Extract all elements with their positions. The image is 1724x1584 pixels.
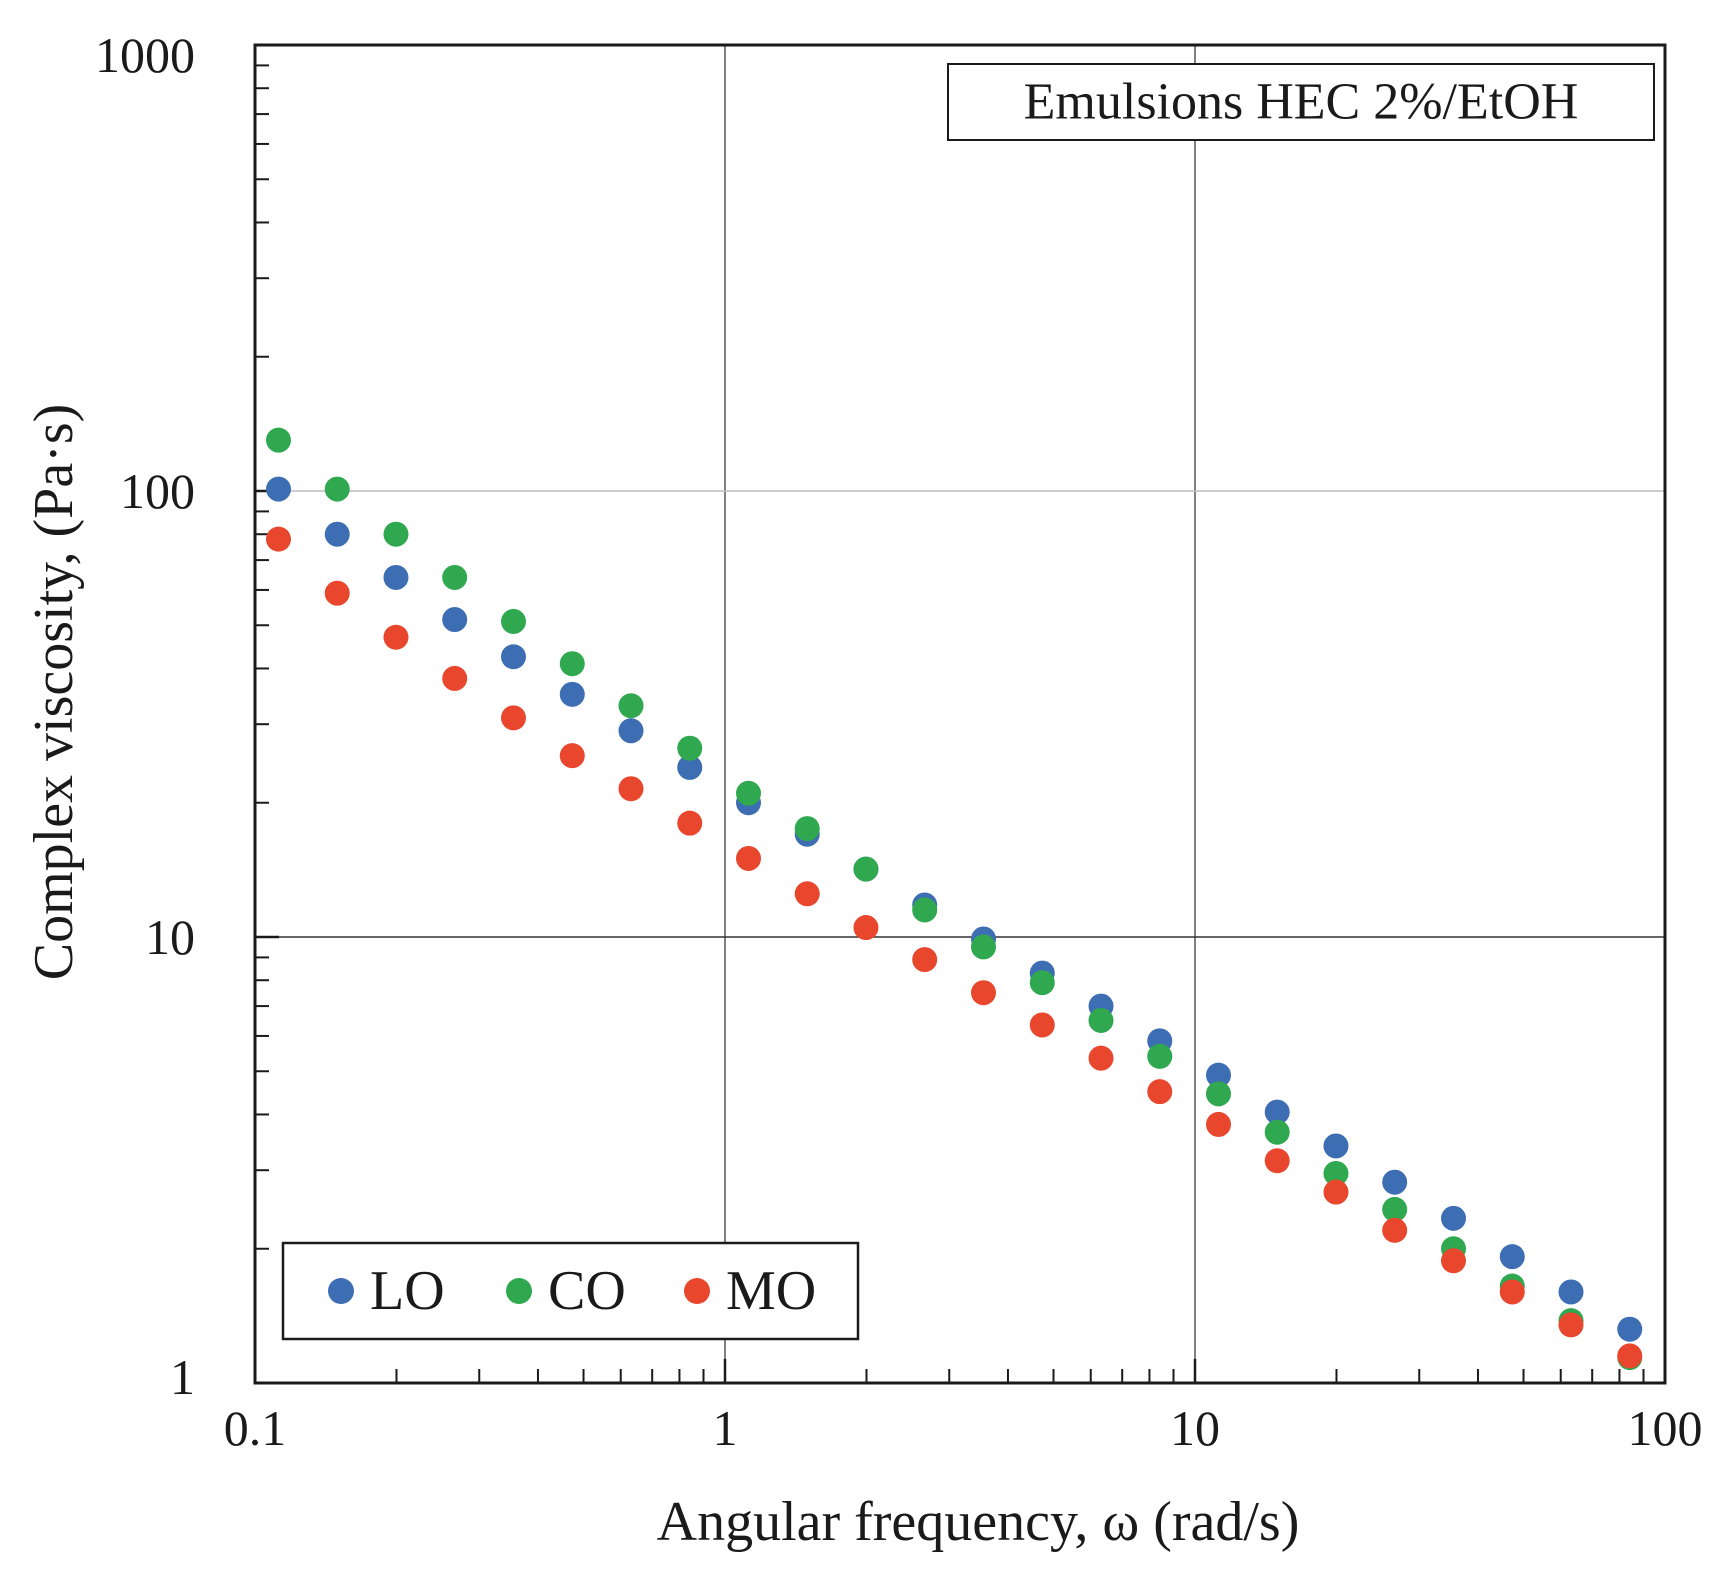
point-co	[735, 780, 761, 806]
point-mo	[383, 624, 409, 650]
point-co	[1088, 1007, 1114, 1033]
point-lo	[1382, 1169, 1408, 1195]
legend-marker-lo	[328, 1278, 354, 1304]
point-lo	[1323, 1133, 1349, 1159]
point-lo	[1499, 1244, 1525, 1270]
legend: LO CO MO	[281, 1241, 860, 1341]
point-mo	[853, 915, 879, 941]
legend-label-lo: LO	[370, 1260, 445, 1322]
point-mo	[970, 980, 996, 1006]
point-co	[324, 476, 350, 502]
point-mo	[442, 665, 468, 691]
point-mo	[265, 526, 291, 552]
point-mo	[1499, 1279, 1525, 1305]
point-co	[500, 608, 526, 634]
annotation-frame	[947, 63, 1655, 141]
point-co	[912, 897, 938, 923]
point-co	[559, 651, 585, 677]
point-mo	[1147, 1079, 1173, 1105]
point-mo	[1440, 1248, 1466, 1274]
point-mo	[1205, 1111, 1231, 1137]
y-tick-label: 10	[145, 909, 195, 965]
y-axis-title: Complex viscosity, (Pa·s)	[23, 404, 85, 981]
point-co	[1029, 970, 1055, 996]
point-co	[970, 934, 996, 960]
point-mo	[1323, 1179, 1349, 1205]
data-points	[265, 427, 1643, 1371]
plot-frame	[253, 43, 1667, 1385]
series-mo	[265, 526, 1643, 1369]
point-mo	[1088, 1045, 1114, 1071]
point-lo	[383, 564, 409, 590]
point-lo	[1558, 1279, 1584, 1305]
point-mo	[912, 947, 938, 973]
point-lo	[1264, 1099, 1290, 1125]
x-tick-label: 100	[1628, 1400, 1703, 1456]
grid-lines	[255, 45, 1665, 1383]
point-co	[265, 427, 291, 453]
legend-label-co: CO	[548, 1260, 626, 1322]
point-mo	[677, 810, 703, 836]
point-co	[677, 735, 703, 761]
point-mo	[794, 881, 820, 907]
point-mo	[1558, 1312, 1584, 1338]
point-mo	[1264, 1148, 1290, 1174]
annotation-text: Emulsions HEC 2%/EtOH	[1024, 74, 1579, 131]
point-co	[1382, 1196, 1408, 1222]
y-tick-label: 1000	[95, 27, 195, 83]
point-co	[853, 856, 879, 882]
point-lo	[677, 754, 703, 780]
point-co	[1323, 1160, 1349, 1186]
point-mo	[1382, 1217, 1408, 1243]
legend-frame	[281, 1241, 860, 1341]
series-co	[265, 427, 1643, 1371]
point-lo	[559, 681, 585, 707]
point-mo	[735, 845, 761, 871]
legend-label-mo: MO	[726, 1260, 816, 1322]
point-lo	[618, 718, 644, 744]
tick-labels: 0.1 1 10 100 1 10 100 1000	[95, 27, 1703, 1456]
x-tick-label: 1	[713, 1400, 738, 1456]
legend-marker-mo	[684, 1278, 710, 1304]
point-co	[618, 693, 644, 719]
point-co	[1147, 1043, 1173, 1069]
point-mo	[1029, 1012, 1055, 1038]
annotation-box: Emulsions HEC 2%/EtOH	[947, 63, 1655, 141]
series-lo	[265, 476, 1643, 1342]
point-lo	[442, 607, 468, 633]
point-co	[794, 816, 820, 842]
y-tick-label: 100	[120, 463, 195, 519]
point-lo	[265, 476, 291, 502]
x-tick-label: 0.1	[224, 1400, 287, 1456]
point-mo	[559, 743, 585, 769]
point-co	[1205, 1081, 1231, 1107]
point-lo	[1617, 1316, 1643, 1342]
point-lo	[1205, 1062, 1231, 1088]
point-mo	[1617, 1343, 1643, 1369]
point-mo	[324, 580, 350, 606]
point-co	[1264, 1119, 1290, 1145]
x-tick-label: 10	[1170, 1400, 1220, 1456]
point-co	[383, 521, 409, 547]
point-mo	[500, 705, 526, 731]
x-axis-title: Angular frequency, ω (rad/s)	[657, 1491, 1300, 1553]
point-co	[442, 564, 468, 590]
minor-ticks	[253, 43, 1667, 1385]
point-lo	[500, 644, 526, 670]
point-mo	[618, 776, 644, 802]
legend-marker-co	[506, 1278, 532, 1304]
point-lo	[324, 521, 350, 547]
point-lo	[1440, 1205, 1466, 1231]
y-tick-label: 1	[170, 1349, 195, 1405]
